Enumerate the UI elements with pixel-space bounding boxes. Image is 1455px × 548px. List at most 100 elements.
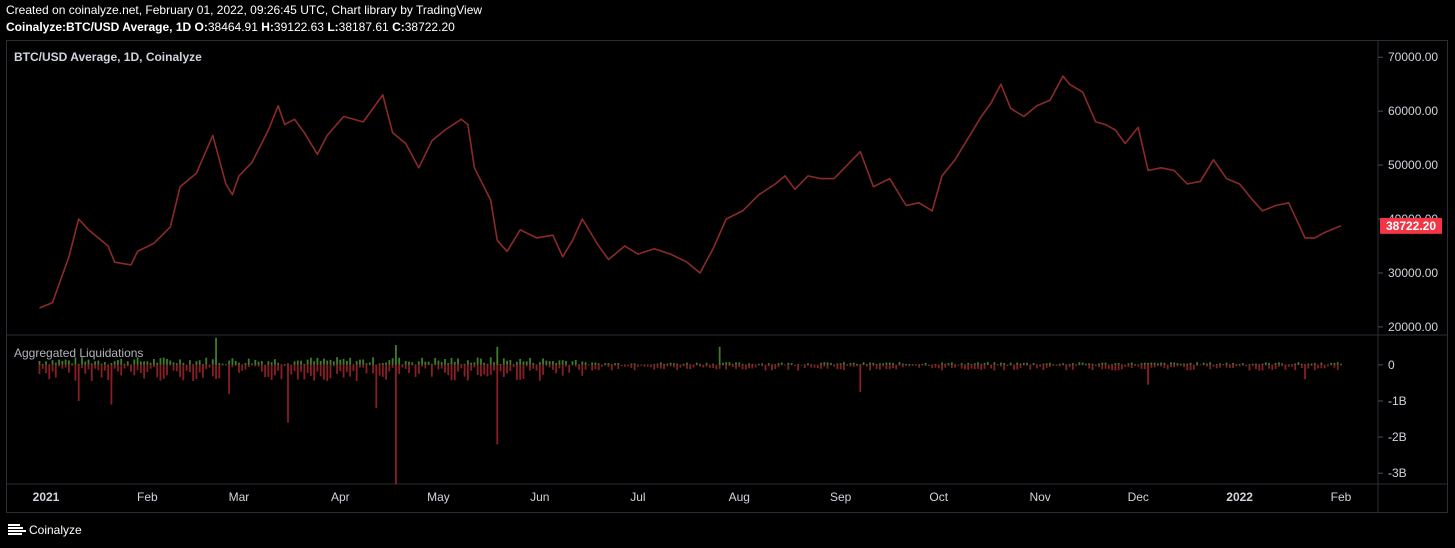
liq-bar-negative: [954, 364, 957, 368]
liq-bar-positive: [1003, 363, 1006, 365]
liq-bar-positive: [188, 360, 191, 365]
liq-bar-negative: [117, 364, 119, 372]
liq-bar-positive: [934, 363, 937, 365]
liq-bar-positive: [77, 363, 80, 365]
liq-bar-negative: [453, 364, 456, 381]
liq-bar-negative: [640, 364, 643, 366]
liq-bar-positive: [1140, 363, 1143, 365]
liq-bar-negative: [381, 364, 384, 377]
liq-bar-negative: [470, 364, 473, 371]
liq-bar-positive: [231, 358, 234, 365]
liq-bar-negative: [1042, 364, 1045, 371]
liq-bar-positive: [1065, 364, 1068, 365]
liq-bar-negative: [185, 364, 188, 371]
liq-bar-positive: [921, 363, 924, 365]
liq-bar-negative: [45, 364, 47, 374]
liq-bar-positive: [117, 360, 119, 365]
liq-bar-positive: [61, 360, 64, 365]
liq-bar-positive: [45, 361, 47, 365]
liq-bar-positive: [1013, 364, 1015, 366]
liq-bar-positive: [411, 362, 414, 365]
liq-bar-positive: [404, 361, 407, 365]
liq-bar-negative: [1225, 364, 1228, 368]
liq-bar-positive: [339, 359, 342, 365]
liq-bar-positive: [581, 361, 584, 365]
liq-bar-positive: [136, 357, 139, 365]
liq-bar-positive: [820, 362, 822, 365]
liq-bar-negative: [568, 364, 571, 373]
liq-bar-negative: [1307, 364, 1310, 369]
liq-bar-negative: [1212, 364, 1215, 367]
liq-bar-negative: [659, 364, 662, 369]
liq-bar-negative: [51, 364, 54, 372]
liq-bar-negative: [532, 364, 535, 369]
liq-bar-negative: [221, 364, 224, 366]
liq-bar-positive: [457, 358, 459, 365]
time-tick-label: Nov: [1029, 490, 1050, 504]
liq-bar-negative: [208, 364, 211, 368]
liq-bar-negative: [1127, 364, 1130, 367]
liq-bar-positive: [1078, 362, 1081, 365]
liq-bar-negative: [1006, 364, 1009, 367]
liq-bar-negative: [179, 364, 181, 377]
liq-bar-negative: [84, 364, 87, 374]
liq-bar-positive: [803, 364, 806, 365]
liq-bar-negative: [957, 364, 960, 366]
liq-bar-negative: [97, 364, 100, 371]
liq-bar-positive: [316, 357, 319, 365]
liq-bar-positive: [1088, 363, 1091, 365]
liq-bar-positive: [257, 361, 260, 365]
liq-bar-positive: [287, 363, 289, 365]
time-tick-label: Apr: [331, 490, 350, 504]
liq-bar-positive: [247, 358, 250, 365]
liq-bar-negative: [574, 364, 577, 367]
liq-bar-negative: [1094, 364, 1097, 366]
liq-bar-negative: [300, 364, 302, 372]
liq-bar-negative: [676, 364, 679, 370]
liq-bar-positive: [1284, 364, 1287, 366]
liq-bar-negative: [434, 364, 437, 366]
liq-bar-negative: [113, 364, 116, 369]
liq-bar-positive: [833, 364, 836, 366]
liq-bar-negative: [519, 364, 522, 380]
liq-bar-positive: [139, 361, 142, 365]
liq-bar-negative: [529, 364, 531, 371]
liq-tick-label: -1B: [1388, 394, 1407, 408]
time-tick-label: Jul: [630, 490, 645, 504]
liq-bar-positive: [1029, 364, 1032, 366]
liq-bar-positive: [548, 361, 551, 365]
liq-bar-positive: [941, 362, 943, 365]
liq-bar-positive: [359, 359, 361, 365]
liq-bar-positive: [780, 362, 783, 365]
liq-bar-negative: [1232, 364, 1234, 368]
liq-bar-negative: [198, 364, 201, 373]
liq-bar-negative: [1032, 364, 1035, 366]
liq-bar-negative: [1300, 364, 1303, 368]
liq-bar-positive: [1143, 362, 1146, 365]
liq-bar-positive: [950, 362, 953, 365]
chart-frame[interactable]: [6, 40, 1448, 513]
liq-bar-positive: [192, 364, 195, 365]
liq-bar-negative: [87, 364, 90, 370]
liq-bar-negative: [604, 364, 607, 366]
liq-bar-negative: [872, 364, 875, 367]
liq-bar-negative: [839, 364, 842, 370]
liq-bar-positive: [905, 363, 907, 365]
liq-bar-positive: [493, 362, 495, 365]
liq-bar-negative: [973, 364, 976, 370]
liq-bar-negative: [489, 364, 492, 375]
liq-bar-negative: [820, 364, 822, 369]
liq-bar-positive: [623, 364, 626, 366]
liq-bar-positive: [813, 364, 816, 366]
liq-bar-positive: [1026, 362, 1028, 365]
high-label: H:: [261, 20, 274, 34]
liq-bar-negative: [182, 364, 185, 381]
liq-bar-negative: [421, 364, 423, 367]
liq-bar-negative: [1281, 364, 1284, 367]
liq-bar-negative: [362, 364, 365, 368]
liq-bar-positive: [41, 363, 44, 365]
liq-bar-positive: [336, 357, 338, 365]
liq-bar-positive: [179, 359, 181, 365]
liq-bar-negative: [1075, 364, 1078, 366]
